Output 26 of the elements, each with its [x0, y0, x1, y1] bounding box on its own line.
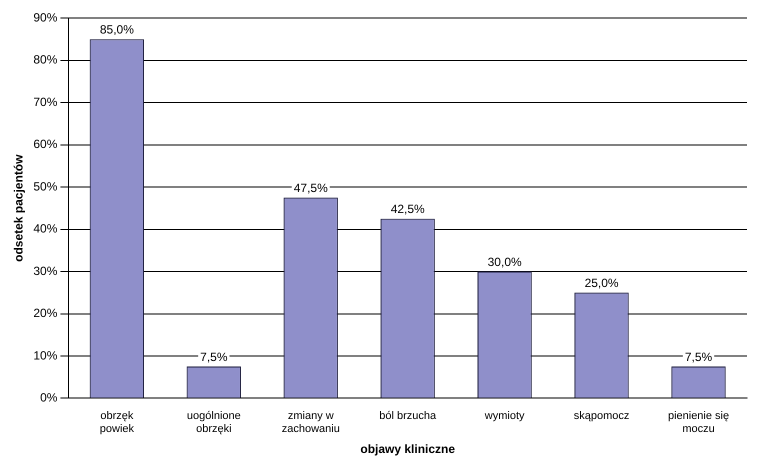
- data-label: 7,5%: [200, 350, 228, 364]
- x-tick-label: wymioty: [484, 410, 526, 422]
- y-axis-title: odsetek pacjentów: [12, 154, 26, 262]
- y-tick-label: 60%: [33, 137, 58, 152]
- y-tick-label: 10%: [33, 348, 58, 362]
- x-tick-label: uogólnione obrzęki: [186, 410, 241, 436]
- y-tick-label: 30%: [33, 264, 58, 278]
- x-tick-label: pienienie się moczu: [668, 410, 730, 436]
- y-tick-label: 20%: [33, 306, 58, 320]
- data-label: 7,5%: [684, 350, 713, 364]
- data-label: 30,0%: [488, 254, 522, 269]
- y-tick-label: 70%: [33, 94, 58, 109]
- x-tick-label: zmiany w zachowaniu: [282, 410, 340, 436]
- y-tick-label: 40%: [33, 222, 58, 236]
- x-tick-label: ból brzucha: [379, 410, 438, 422]
- x-axis-title: objawy kliniczne: [360, 442, 456, 456]
- x-tick-label: obrzęk powiek: [100, 410, 135, 436]
- data-label: 42,5%: [390, 202, 426, 216]
- x-tick-label: skąpomocz: [574, 410, 630, 422]
- y-tick-label: 80%: [33, 52, 58, 67]
- data-label: 47,5%: [294, 180, 328, 195]
- y-tick-label: 50%: [33, 179, 58, 194]
- data-label: 85,0%: [100, 22, 134, 37]
- y-tick-label: 90%: [33, 10, 58, 25]
- y-tick-label: 0%: [40, 390, 58, 405]
- data-label: 25,0%: [584, 276, 619, 290]
